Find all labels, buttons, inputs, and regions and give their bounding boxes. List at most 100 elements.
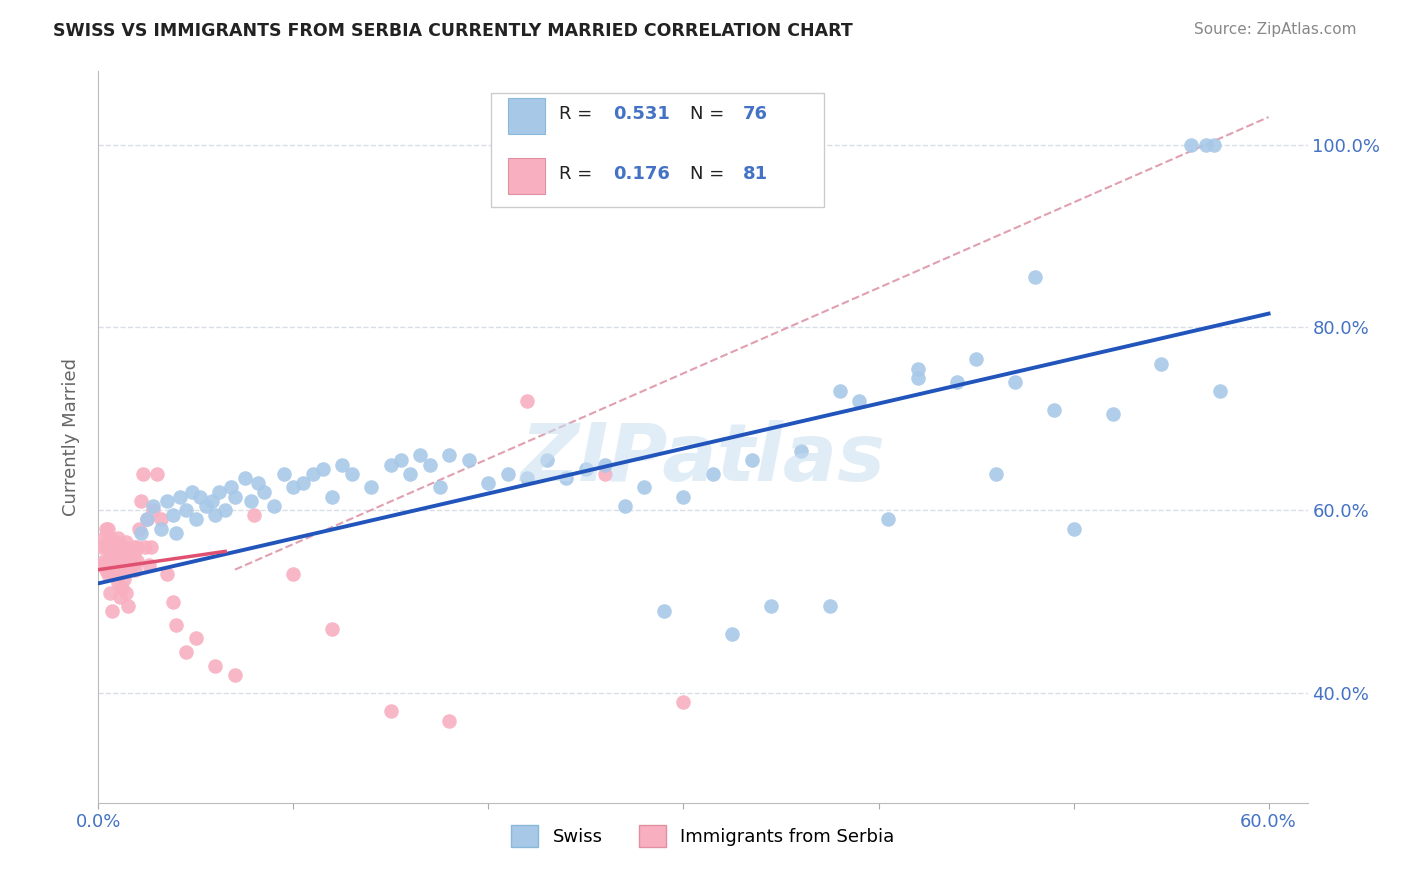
Point	[330, 458, 353, 472]
Point	[97, 521, 120, 535]
Point	[224, 490, 246, 504]
Point	[131, 526, 153, 541]
Point	[101, 553, 124, 567]
Point	[128, 521, 150, 535]
Point	[321, 622, 343, 636]
Point	[848, 393, 870, 408]
Point	[761, 599, 783, 614]
Point	[1180, 137, 1202, 152]
Point	[672, 695, 695, 709]
Point	[104, 549, 127, 563]
Point	[818, 599, 841, 614]
Point	[239, 494, 262, 508]
Point	[103, 567, 125, 582]
Point	[111, 558, 134, 573]
Point	[214, 503, 236, 517]
Point	[419, 458, 441, 472]
Point	[96, 521, 118, 535]
Point	[181, 485, 204, 500]
Point	[614, 499, 637, 513]
Point	[142, 499, 165, 513]
Point	[741, 453, 763, 467]
Point	[98, 544, 121, 558]
Point	[107, 531, 129, 545]
Point	[595, 458, 617, 472]
Point	[149, 512, 172, 526]
Point	[243, 508, 266, 522]
Point	[877, 512, 900, 526]
Point	[139, 540, 162, 554]
Point	[104, 563, 127, 577]
Point	[121, 549, 143, 563]
Point	[156, 494, 179, 508]
Point	[555, 471, 578, 485]
Point	[122, 540, 145, 554]
Point	[149, 521, 172, 535]
Point	[107, 576, 129, 591]
Point	[477, 475, 499, 490]
Point	[93, 531, 115, 545]
FancyBboxPatch shape	[509, 159, 544, 194]
Text: SWISS VS IMMIGRANTS FROM SERBIA CURRENTLY MARRIED CORRELATION CHART: SWISS VS IMMIGRANTS FROM SERBIA CURRENTL…	[53, 22, 853, 40]
Text: R =: R =	[560, 105, 598, 123]
Point	[360, 480, 382, 494]
Point	[595, 467, 617, 481]
Point	[156, 567, 179, 582]
Point	[907, 361, 929, 376]
Point	[136, 512, 159, 526]
Point	[101, 604, 124, 618]
Point	[93, 553, 115, 567]
Point	[136, 512, 159, 526]
Text: 81: 81	[742, 165, 768, 183]
Point	[98, 585, 121, 599]
Point	[96, 563, 118, 577]
Point	[439, 714, 461, 728]
Point	[117, 599, 139, 614]
Point	[224, 667, 246, 681]
Point	[101, 563, 124, 577]
Point	[789, 443, 811, 458]
Point	[253, 485, 276, 500]
Point	[200, 494, 222, 508]
Point	[108, 553, 131, 567]
Point	[112, 540, 135, 554]
Point	[146, 467, 169, 481]
Point	[117, 549, 139, 563]
Text: N =: N =	[690, 165, 730, 183]
Point	[575, 462, 598, 476]
Point	[321, 490, 343, 504]
Point	[114, 558, 136, 573]
Point	[121, 558, 143, 573]
Point	[97, 567, 120, 582]
Point	[91, 558, 114, 573]
Point	[97, 535, 120, 549]
Point	[1024, 270, 1046, 285]
Point	[292, 475, 315, 490]
Point	[112, 572, 135, 586]
Point	[702, 467, 724, 481]
Point	[108, 544, 131, 558]
Point	[165, 617, 187, 632]
Text: ZIPatlas: ZIPatlas	[520, 420, 886, 498]
Point	[98, 531, 121, 545]
Point	[380, 458, 402, 472]
Point	[138, 558, 160, 573]
Point	[1101, 407, 1123, 421]
Point	[127, 540, 149, 554]
Point	[169, 490, 191, 504]
Point	[312, 462, 335, 476]
Point	[174, 503, 197, 517]
Point	[247, 475, 270, 490]
Point	[111, 581, 134, 595]
Point	[283, 480, 305, 494]
Point	[907, 370, 929, 384]
Point	[945, 376, 967, 390]
Point	[184, 512, 207, 526]
Point	[114, 585, 136, 599]
Point	[117, 563, 139, 577]
Point	[496, 467, 519, 481]
Point	[204, 508, 226, 522]
Point	[409, 448, 432, 462]
Point	[984, 467, 1007, 481]
Point	[458, 453, 481, 467]
